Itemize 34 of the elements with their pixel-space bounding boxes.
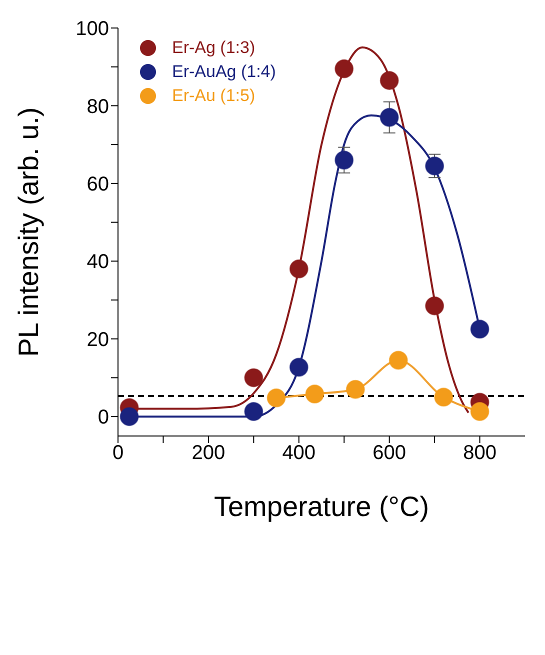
point: [266, 388, 286, 408]
point: [334, 150, 354, 170]
point: [244, 368, 264, 388]
x-axis-title: Temperature (°C): [214, 491, 430, 522]
point: [380, 70, 399, 90]
point: [244, 402, 264, 422]
x-tick-label: 0: [112, 442, 124, 464]
point: [334, 59, 354, 78]
legend-label: Er-AuAg (1:4): [172, 62, 276, 82]
legend-label: Er-Au (1:5): [172, 86, 256, 106]
point: [346, 380, 365, 399]
point: [120, 407, 139, 426]
y-axis-title: PL intensity (arb. u.): [12, 107, 44, 357]
y-tick-label: 20: [86, 328, 109, 351]
point: [425, 156, 444, 176]
x-tick-label: 600: [372, 442, 406, 464]
y-tick-label: 80: [86, 96, 109, 118]
legend-label: Er-Ag (1:3): [172, 38, 256, 58]
point: [434, 388, 454, 407]
x-tick-label: 200: [192, 442, 226, 464]
point: [388, 350, 408, 370]
y-tick-label: 0: [98, 406, 109, 429]
point: [289, 259, 308, 278]
point: [380, 108, 399, 127]
point: [305, 384, 324, 404]
point: [470, 320, 490, 339]
y-tick-label: 100: [76, 18, 109, 40]
y-tick-label: 40: [86, 251, 109, 274]
y-tick-label: 60: [86, 174, 109, 196]
point: [470, 402, 490, 422]
x-tick-label: 400: [282, 442, 316, 464]
x-tick-label: 800: [463, 442, 496, 464]
point: [425, 296, 444, 316]
point: [289, 358, 308, 377]
